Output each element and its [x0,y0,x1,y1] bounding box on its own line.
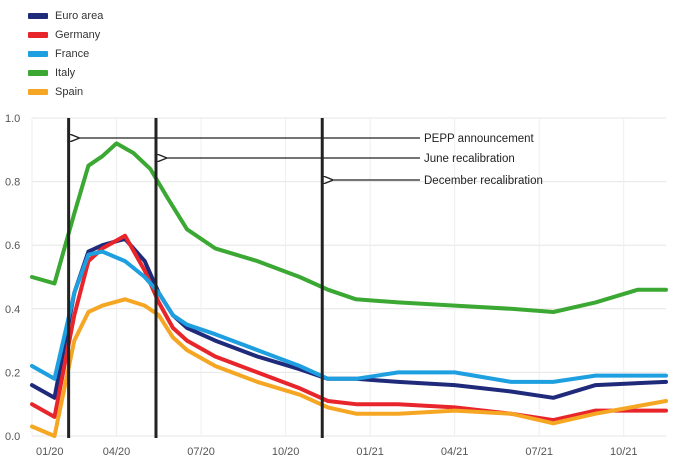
vertical-lines-layer [67,118,324,438]
x-tick-label: 07/21 [525,446,553,458]
legend-item: Euro area [28,6,103,25]
x-tick-label: 01/21 [356,446,384,458]
y-tick-label: 0.0 [5,431,20,443]
legend-item: Germany [28,25,103,44]
legend-label: Germany [55,28,101,41]
legend-item: France [28,44,103,63]
annotation-label: June recalibration [424,153,515,165]
y-tick-label: 0.6 [5,240,20,252]
legend-label: France [55,47,90,60]
annotation-layer: PEPP announcement June recalibration Decem… [79,133,543,187]
series-line-france [30,249,668,384]
y-tick-label: 1.0 [5,113,20,125]
y-tick-label: 0.2 [5,367,20,379]
x-tick-label: 01/20 [36,446,64,458]
y-tick-label: 0.4 [5,304,20,316]
grid-layer [31,117,666,437]
series-line-euro-area [30,236,668,400]
x-tick-label: 10/21 [610,446,638,458]
series-layer [30,141,668,438]
legend-item: Italy [28,63,103,82]
legend-label: Euro area [55,9,104,22]
annotation-label: December recalibration [424,175,543,187]
legend-swatch [28,50,48,57]
legend-label: Spain [55,85,84,98]
x-tick-label: 04/21 [441,446,469,458]
legend-swatch [28,69,48,76]
x-tick-label: 10/20 [272,446,300,458]
series-line-italy [30,141,668,314]
legend-label: Italy [55,66,76,79]
axis-layer: 0.0 0.2 0.4 0.6 0.8 1.0 01/20 04/20 07/20 10/20 01… [5,113,637,458]
legend-item: Spain [28,82,103,101]
series-line-spain [30,297,668,438]
y-tick-label: 0.8 [5,177,20,189]
legend-swatch [28,12,48,19]
annotation-label: PEPP announcement [424,133,535,145]
x-tick-label: 07/20 [187,446,215,458]
legend-swatch [28,88,48,95]
legend-swatch [28,31,48,38]
x-tick-label: 04/20 [103,446,131,458]
chart-legend: Euro area Germany France Italy Spain [28,6,103,101]
